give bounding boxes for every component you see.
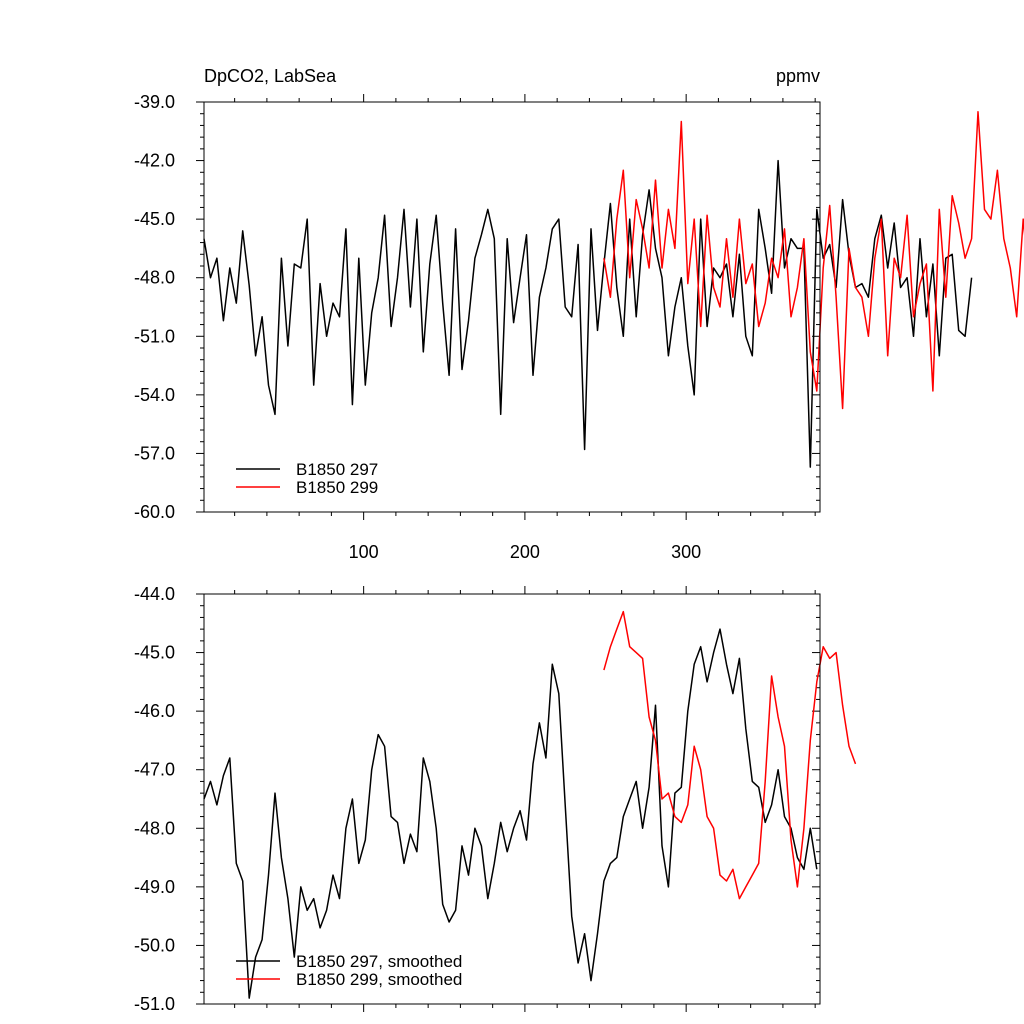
bottom-y-tick-label: -45.0 bbox=[134, 643, 175, 663]
bottom-y-tick-label: -48.0 bbox=[134, 818, 175, 838]
bottom-panel-frame bbox=[203, 593, 821, 1005]
bottom-y-tick-label: -46.0 bbox=[134, 701, 175, 721]
bottom-panel-tick-labels: -51.0 -50.0 -49.0 -48.0 -47.0 -46.0 -45.0 -44.0 bbox=[134, 584, 175, 1014]
top-panel-tick-labels: -60.0 -57.0 -54.0 -51.0 -48.0 -45.0 -42.0 -39.0… bbox=[134, 92, 701, 562]
top-panel-ticks bbox=[196, 94, 820, 520]
top-legend-label-2: B1850 299 bbox=[296, 478, 378, 497]
top-y-tick-label: -42.0 bbox=[134, 151, 175, 171]
top-panel-frame bbox=[203, 101, 821, 513]
top-x-tick-label: 100 bbox=[349, 542, 379, 562]
bottom-y-tick-label: -50.0 bbox=[134, 935, 175, 955]
bottom-legend-label-1: B1850 297, smoothed bbox=[296, 952, 462, 971]
bottom-y-tick-label: -49.0 bbox=[134, 877, 175, 897]
top-y-tick-label: -39.0 bbox=[134, 92, 175, 112]
top-y-tick-label: -60.0 bbox=[134, 502, 175, 522]
top-x-tick-label: 300 bbox=[671, 542, 701, 562]
bottom-legend-label-2: B1850 299, smoothed bbox=[296, 970, 462, 989]
top-panel-title: DpCO2, LabSea bbox=[204, 66, 337, 86]
top-legend-label-1: B1850 297 bbox=[296, 460, 378, 479]
bottom-y-tick-label: -44.0 bbox=[134, 584, 175, 604]
top-y-tick-label: -51.0 bbox=[134, 326, 175, 346]
top-y-tick-label: -54.0 bbox=[134, 385, 175, 405]
top-series-1-line bbox=[203, 159, 973, 468]
bottom-panel-series bbox=[203, 610, 857, 999]
top-panel: DpCO2, LabSea ppmv -60.0-57.0-54.0-51.0-… bbox=[134, 66, 1024, 562]
bottom-panel-ticks bbox=[196, 586, 820, 1012]
top-series-2-line bbox=[603, 111, 1024, 410]
bottom-series-1-line bbox=[203, 628, 818, 999]
top-y-tick-label: -57.0 bbox=[134, 443, 175, 463]
top-panel-units: ppmv bbox=[776, 66, 820, 86]
bottom-series-2-line bbox=[603, 610, 857, 900]
top-y-tick-label: -48.0 bbox=[134, 268, 175, 288]
bottom-panel: -51.0 -50.0 -49.0 -48.0 -47.0 -46.0 -45.0 -44.0… bbox=[134, 584, 857, 1014]
top-x-tick-label: 200 bbox=[510, 542, 540, 562]
bottom-y-tick-label: -47.0 bbox=[134, 760, 175, 780]
bottom-y-tick-label: -51.0 bbox=[134, 994, 175, 1014]
top-y-tick-label: -45.0 bbox=[134, 209, 175, 229]
top-panel-series bbox=[203, 111, 1024, 468]
